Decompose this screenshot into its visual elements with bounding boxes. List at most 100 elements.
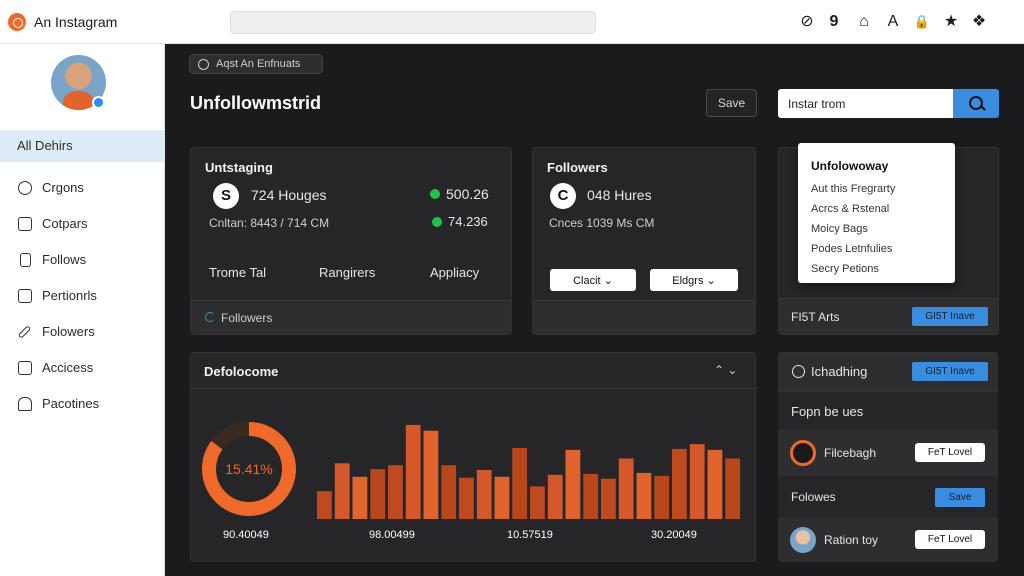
bar-0 [317,491,332,519]
sidebar-item-pertionrls[interactable]: Pertionrls [0,280,165,312]
top-bar: An Instagram ⊘ 9 ⌂ A 🔒 ★ ❖ [0,0,1024,44]
dropdown-item[interactable]: Aut this Fregrarty [811,183,896,195]
sidebar-item-follows[interactable]: Follows [0,244,165,276]
bar-11 [512,448,528,519]
app-logo-icon [8,13,26,31]
search-icon[interactable] [953,89,999,118]
stat-value-1: 500.26 [446,186,489,202]
sidebar: All Dehirs Crgons Cotpars Follows Pertio… [0,44,165,576]
divider [191,388,757,389]
list-item[interactable]: Ration toy FeT Lovel [778,518,998,562]
row-label: Folowes [791,490,836,504]
eldgrs-dropdown[interactable]: Eldgrs ⌄ [650,269,738,291]
bar-21 [689,444,705,519]
dropdown-menu: Unfolowoway Aut this Fregrarty Acrcs & R… [798,143,955,283]
nine-icon[interactable]: 9 [829,13,839,30]
bar-2 [352,476,368,519]
tab-rangirers[interactable]: Rangirers [319,265,376,280]
help-icon[interactable]: ⊘ [800,13,814,30]
sidebar-item-label: Pacotines [42,396,100,411]
list-item[interactable]: Ichadhing GI5T Inave [778,352,998,392]
stat-icon: S [213,183,239,209]
clacit-dropdown[interactable]: Clacit ⌄ [550,269,636,291]
avatar[interactable] [51,55,106,110]
search-input[interactable] [778,89,954,118]
dropdown-item[interactable]: Moicy Bags [811,223,868,235]
bar-7 [441,465,457,519]
star-icon[interactable]: ★ [943,13,959,30]
fet-lovel-button-2[interactable]: FeT Lovel [915,530,985,549]
lock-icon[interactable]: 🔒 [913,14,931,29]
tick-label: 10.57519 [507,529,553,541]
list-item: Folowes Save [778,476,998,518]
bar-12 [530,486,545,519]
status-dot-icon [430,189,440,199]
bar-13 [547,474,563,519]
chart-options-icon[interactable]: ⌃ ⌄ [714,363,738,377]
save-button[interactable]: Save [706,89,757,117]
grid-icon [18,217,32,231]
loading-icon [205,312,215,322]
top-search-input[interactable] [230,11,596,34]
bar-6 [423,430,439,519]
row-label: Ichadhing [811,364,868,379]
home-icon[interactable]: ⌂ [859,13,869,30]
people-icon [18,397,32,411]
list-item[interactable]: Filcebagh FeT Lovel [778,430,998,476]
clacit-label: Clacit [573,274,601,287]
avatar [790,527,816,553]
sidebar-item-all[interactable]: All Dehirs [0,130,165,162]
sidebar-item-folowers[interactable]: Folowers [0,316,165,348]
file-icon [20,253,31,267]
bar-16 [601,478,616,519]
font-icon[interactable]: A [887,13,899,30]
sidebar-item-label: Cotpars [42,216,88,231]
page-title: Unfollowmstrid [190,93,321,113]
footer-label: Followers [221,311,273,325]
sidebar-item-label: Folowers [42,324,95,339]
doc-icon [18,361,32,375]
bar-10 [494,476,510,519]
eldgrs-label: Eldgrs [672,274,704,287]
bar-23 [725,458,741,519]
dropdown-item[interactable]: Podes Letnfulies [811,243,893,255]
followers-card: Followers C 048 Hures Cnces 1039 Ms CM C… [532,147,756,335]
bar-17 [618,458,634,519]
fet-lovel-button[interactable]: FeT Lovel [915,443,985,462]
card-footer [533,300,755,334]
stat-value-2: 74.236 [448,214,488,229]
sidebar-item-accicess[interactable]: Accicess [0,352,165,384]
bar-19 [654,475,670,519]
chart-title: Defolocome [204,364,279,379]
bar-14 [565,449,581,519]
account-chip[interactable]: Aqst An Enfnuats [189,54,323,74]
stat-icon: C [550,183,576,209]
list-item: Fopn be ues [778,392,998,430]
save-small-button[interactable]: Save [935,488,985,507]
sidebar-item-cotpars[interactable]: Cotpars [0,208,165,240]
gist-inave-button[interactable]: GI5T Inave [912,307,988,326]
bar-8 [459,477,474,519]
dropdown-item[interactable]: Secry Petions [811,263,879,275]
sidebar-item-pacotines[interactable]: Pacotines [0,388,165,420]
tab-appliacy[interactable]: Appliacy [430,265,480,280]
gist-inave-button-2[interactable]: GI5T Inave [912,362,988,381]
bar-22 [707,449,723,519]
status-dot-icon [432,217,442,227]
bar-1 [334,463,350,519]
card-footer[interactable]: Followers [191,300,511,334]
apps-icon[interactable]: ❖ [971,13,987,30]
target-icon [792,365,805,378]
gear-icon [18,181,32,195]
row-label: Ration toy [824,533,879,547]
dropdown-item[interactable]: Acrcs & Rstenal [811,203,890,215]
sidebar-item-crgons[interactable]: Crgons [0,172,165,204]
bar-3 [370,469,386,519]
row-label: Fopn be ues [791,404,864,419]
stat-primary: 048 Hures [587,187,652,203]
sidebar-item-label: Accicess [42,360,94,375]
tab-trome-tal[interactable]: Trome Tal [209,265,267,280]
box-icon [18,289,32,303]
bar-15 [583,473,599,519]
bar-5 [405,424,421,519]
